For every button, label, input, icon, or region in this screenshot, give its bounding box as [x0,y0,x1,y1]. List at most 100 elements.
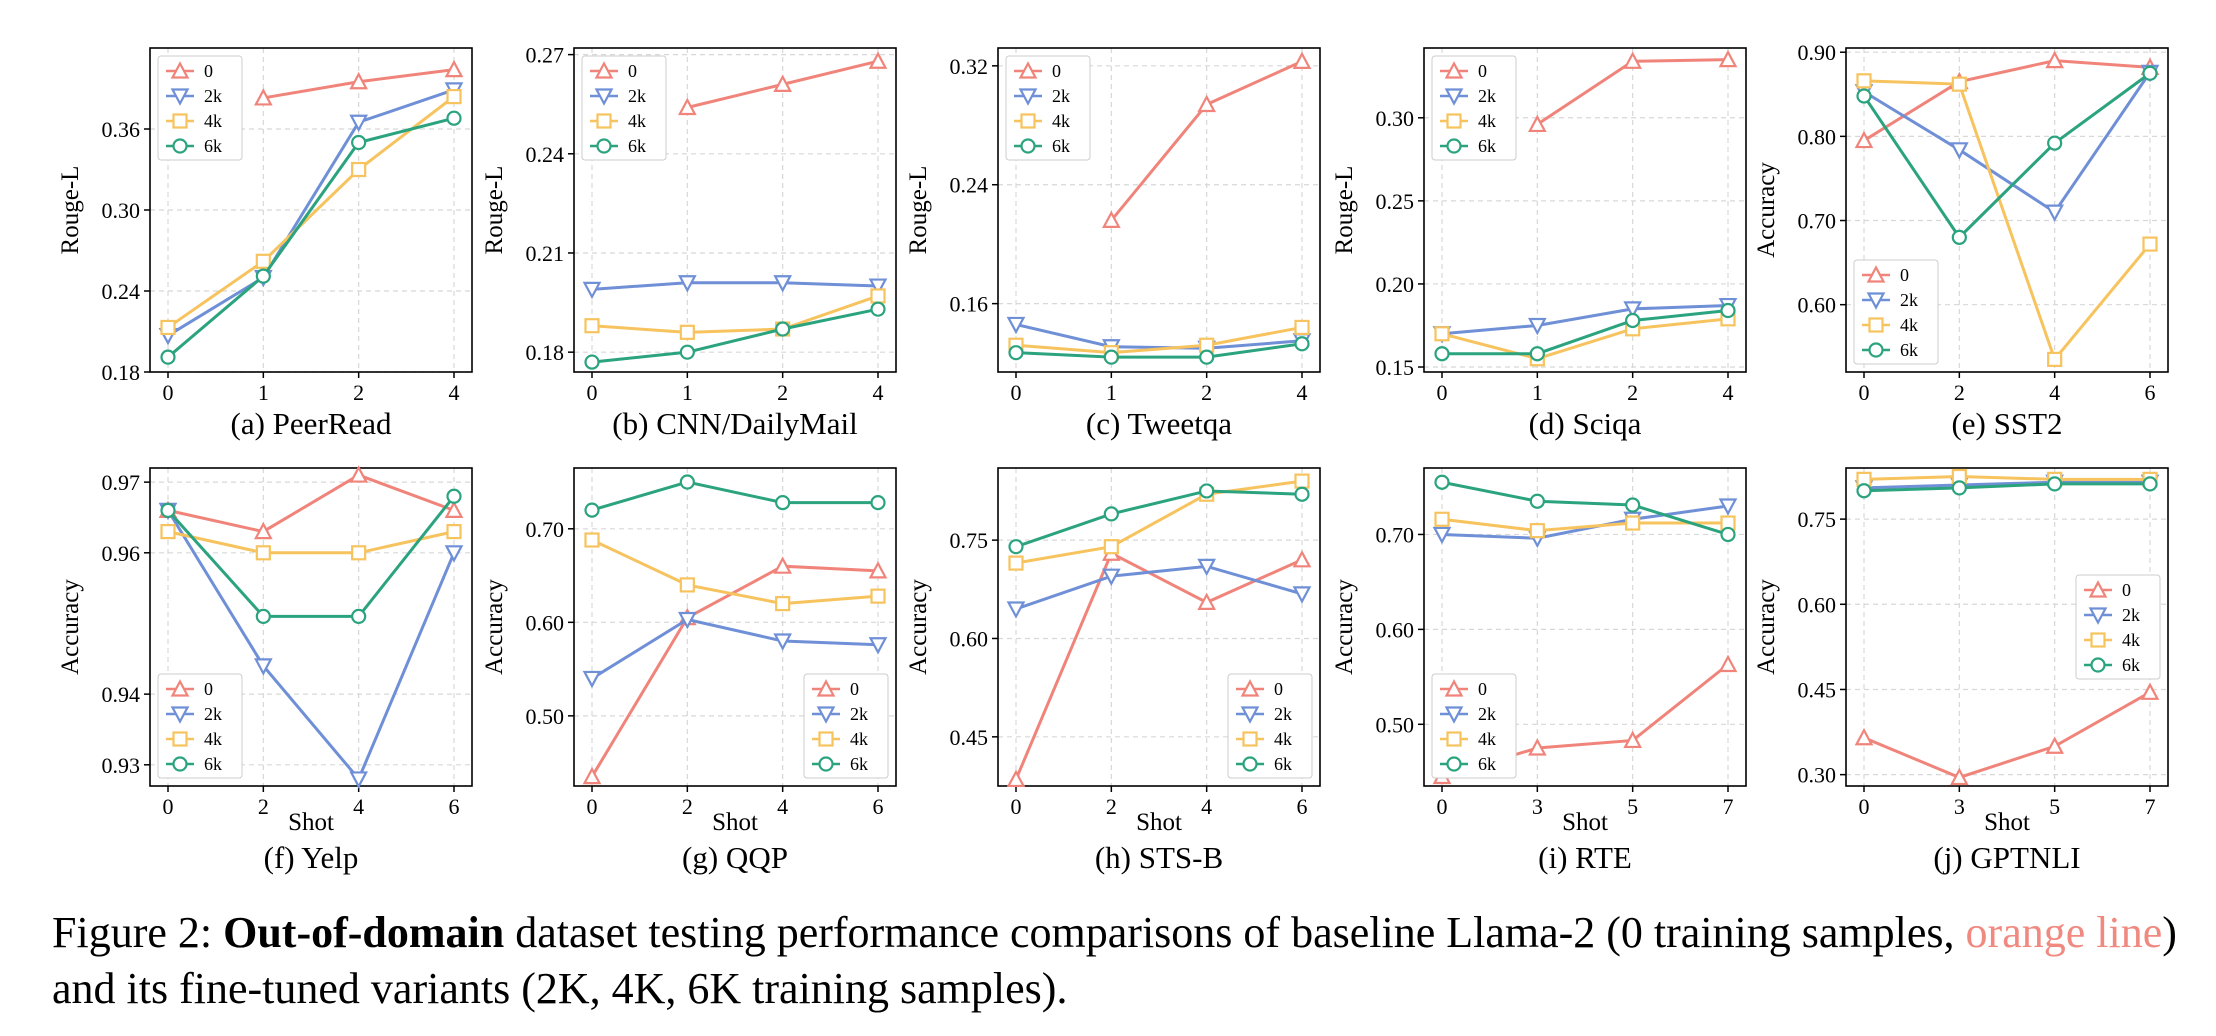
legend-label-2k: 2k [1478,86,1496,106]
point-4k [1103,539,1119,555]
point-0 [1623,51,1643,69]
x-tick-label: 4 [1297,380,1308,405]
legend-label-0: 0 [204,61,213,81]
x-tick-label: 2 [1106,794,1117,819]
point-6k [160,502,176,518]
axes-frame [149,467,473,787]
legend-label-4k: 4k [204,111,222,131]
caption-text-1: dataset testing performance comparisons … [504,908,1966,957]
legend-marker-4k [2090,632,2106,648]
subplot-4: 0.15 0.20 0.25 0.30 0 1 2 4 0 2k 4k 6k Rouge-L (d) Sc… [1331,47,1747,441]
series-line-6k [1442,309,1729,356]
x-tick-label: 1 [258,380,269,405]
y-tick-label: 0.24 [950,173,989,198]
series-line-0 [167,473,455,534]
subplot-title: (d) Sciqa [1529,406,1642,441]
x-tick-label: 2 [1627,380,1638,405]
point-4k [446,523,462,540]
series-line-2k [167,88,455,337]
legend-label-0: 0 [2122,580,2131,600]
subplot-title: (e) SST2 [1951,406,2062,441]
legend-label-2k: 2k [1478,704,1496,724]
point-4k [351,161,367,178]
legend-label-4k: 4k [628,111,646,131]
subplot-title: (b) CNN/DailyMail [612,406,857,441]
point-2k [1718,498,1738,516]
point-0 [1197,592,1217,611]
legend-label-6k: 6k [2122,655,2140,675]
legend: 0 2k 4k 6k [803,673,889,779]
point-0 [1718,654,1738,673]
axes-frame [997,47,1321,373]
subplot-title: (a) PeerRead [231,406,392,441]
axes-frame [149,47,473,373]
legend-marker-0 [594,61,614,79]
legend-marker-2k [594,88,614,106]
point-6k [2142,65,2158,81]
legend: 0 2k 4k 6k [157,673,243,779]
y-tick-label: 0.27 [526,43,565,68]
point-0 [677,97,697,116]
x-tick-label: 2 [777,380,788,405]
legend-box [157,55,243,161]
legend-label-6k: 6k [628,136,646,156]
point-0 [444,500,464,519]
point-2k [582,281,602,300]
point-0 [1718,49,1738,68]
series-line-4k [1441,517,1728,533]
y-tick-label: 0.25 [1376,189,1415,214]
series-line-4k [167,95,455,329]
x-tick-label: 0 [1437,380,1448,405]
y-axis-label: Accuracy [57,579,84,675]
subplot-title: (h) STS-B [1095,840,1223,875]
legend-label-0: 0 [1052,61,1061,81]
series-line-0 [590,564,879,778]
legend-marker-2k [1444,706,1464,724]
point-6k [1856,88,1872,104]
point-4k [1294,473,1310,489]
point-2k [677,611,697,630]
point-2k [2045,204,2065,222]
y-tick-label: 0.75 [1798,507,1837,532]
legend-marker-2k [816,706,836,724]
legend-marker-4k [1446,731,1462,747]
x-tick-label: 0 [1011,380,1022,405]
point-4k [1856,73,1872,89]
point-6k [870,495,886,511]
point-0 [582,766,602,785]
legend-box [1431,55,1517,161]
point-4k [255,545,271,561]
series-line-2k [591,617,879,680]
y-axis-label: Rouge-L [1331,166,1358,255]
axes-frame [1845,47,2169,373]
point-6k [870,301,886,317]
point-4k [160,523,176,540]
legend-label-2k: 2k [1900,290,1918,310]
point-6k [679,474,695,490]
legend-label-2k: 2k [850,704,868,724]
point-6k [1625,312,1641,329]
y-tick-label: 0.30 [1798,763,1837,788]
y-tick-label: 0.36 [102,117,141,142]
legend-marker-6k [1020,138,1036,154]
legend-label-6k: 6k [1052,136,1070,156]
point-0 [773,556,793,574]
legend-label-6k: 6k [1274,754,1292,774]
legend-label-4k: 4k [204,729,222,749]
caption-prefix: Figure 2: [52,908,224,957]
legend: 0 2k 4k 6k [157,55,243,161]
y-axis-label: Rouge-L [57,166,84,255]
point-4k [679,577,695,593]
x-tick-label: 6 [2145,380,2156,405]
x-axis-label: Shot [712,809,758,836]
y-tick-label: 0.75 [950,528,989,553]
x-tick-label: 0 [1011,794,1022,819]
legend-label-6k: 6k [850,754,868,774]
point-0 [253,521,273,540]
x-tick-label: 4 [2049,380,2060,405]
y-tick-label: 0.15 [1376,355,1415,380]
legend-marker-4k [172,113,188,129]
series-line-6k [1015,342,1303,359]
point-2k [677,275,697,293]
x-tick-label: 1 [1106,380,1117,405]
